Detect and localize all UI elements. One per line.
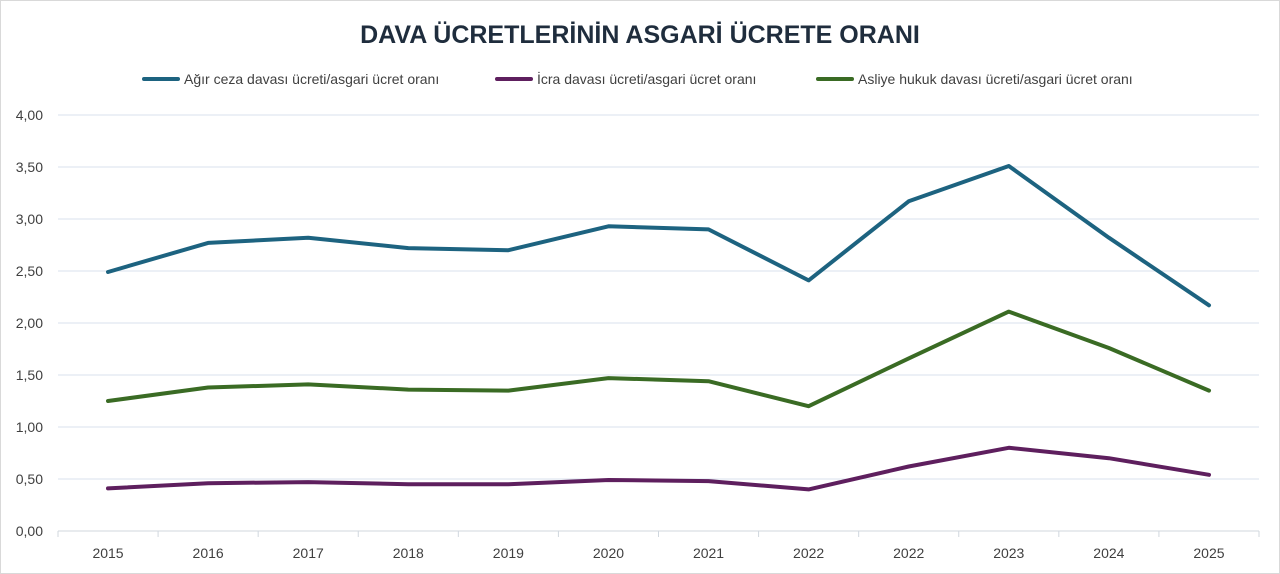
chart-title: DAVA ÜCRETLERİNİN ASGARİ ÜCRETE ORANI [360, 20, 920, 49]
y-tick-label: 3,50 [16, 159, 43, 175]
x-axis-ticks: 2015 2016 2017 2018 2019 2020 2021 2022 2022 2023… [57, 531, 1260, 561]
y-tick-label: 1,50 [16, 367, 43, 383]
legend-label: Ağır ceza davası ücreti/asgari ücret ora… [184, 71, 439, 87]
y-axis-ticks: 0,00 0,50 1,00 1,50 2,00 2,50 3,00 3,50 4,00 [16, 107, 43, 539]
series-lines [106, 164, 1211, 492]
y-tick-label: 1,00 [16, 419, 43, 435]
x-tick-label: 2021 [693, 545, 724, 561]
x-tick-label: 2025 [1193, 545, 1224, 561]
series-line [106, 164, 1211, 308]
series-line [106, 445, 1211, 492]
x-tick-label: 2016 [193, 545, 224, 561]
y-tick-label: 0,00 [16, 523, 43, 539]
x-tick-label: 2017 [293, 545, 324, 561]
legend: Ağır ceza davası ücreti/asgari ücret ora… [142, 70, 1133, 87]
legend-label: İcra davası ücreti/asgari ücret oranı [537, 70, 756, 87]
x-tick-label: 2022 [793, 545, 824, 561]
x-tick-label: 2015 [92, 545, 123, 561]
x-tick-label: 2023 [993, 545, 1024, 561]
y-tick-label: 2,00 [16, 315, 43, 331]
x-tick-label: 2018 [393, 545, 424, 561]
x-tick-label: 2019 [493, 545, 524, 561]
x-tick-label: 2020 [593, 545, 624, 561]
legend-label: Asliye hukuk davası ücreti/asgari ücret … [858, 71, 1133, 87]
y-tick-label: 3,00 [16, 211, 43, 227]
series-line [106, 309, 1211, 409]
x-tick-label: 2022 [893, 545, 924, 561]
gridlines [58, 114, 1259, 532]
y-tick-label: 0,50 [16, 471, 43, 487]
x-tick-label: 2024 [1093, 545, 1124, 561]
y-tick-label: 4,00 [16, 107, 43, 123]
y-tick-label: 2,50 [16, 263, 43, 279]
